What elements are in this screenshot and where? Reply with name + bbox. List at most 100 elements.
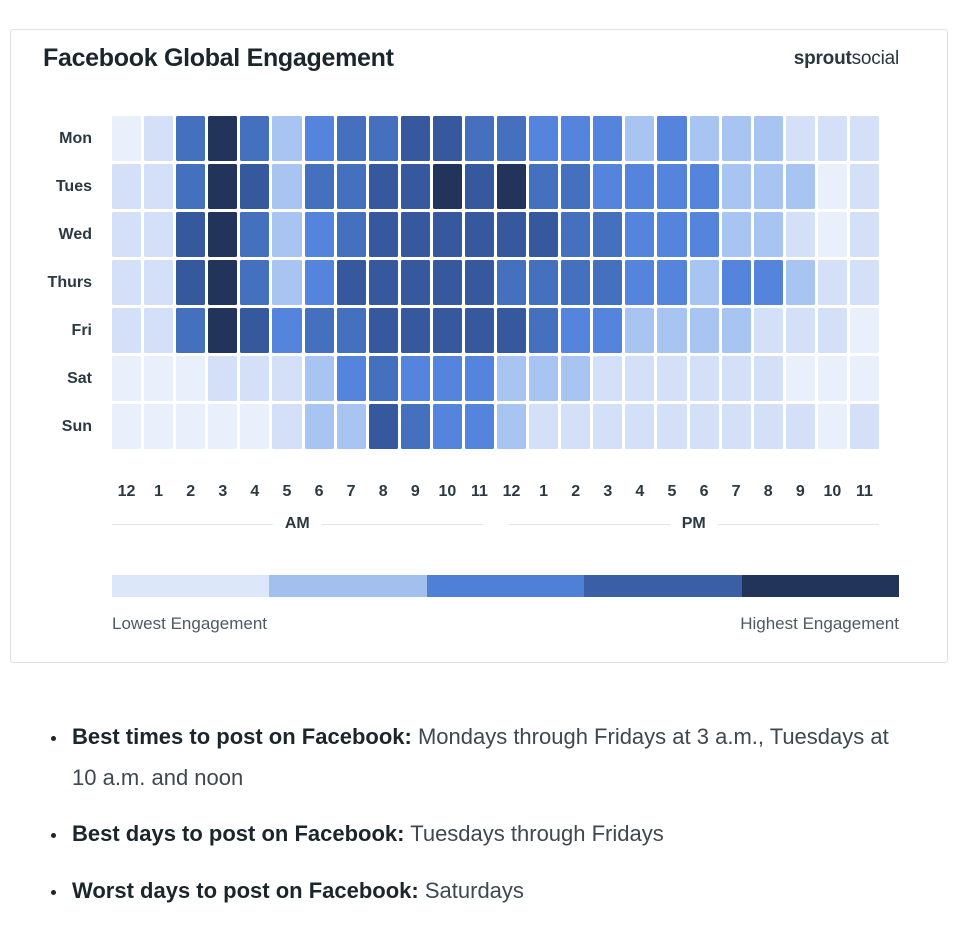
heatmap-cell bbox=[849, 404, 879, 449]
legend-highest-label: Highest Engagement bbox=[740, 614, 899, 633]
heatmap-cell bbox=[721, 308, 751, 353]
ampm-axis: AM PM bbox=[112, 515, 879, 533]
heatmap-cell bbox=[368, 260, 398, 305]
card-header: Facebook Global Engagement sproutsocial bbox=[43, 44, 915, 73]
sproutsocial-logo: sproutsocial bbox=[794, 48, 899, 70]
heatmap-cell bbox=[721, 356, 751, 401]
hour-label: 10 bbox=[438, 483, 457, 500]
bullet-lead: Worst days to post on Facebook: bbox=[72, 878, 419, 904]
heatmap-cell bbox=[272, 116, 302, 161]
heatmap-cell bbox=[753, 212, 783, 257]
heatmap-cell bbox=[432, 260, 462, 305]
heatmap-cell bbox=[625, 164, 655, 209]
bullet-text: Mondays through Fridays at 3 a.m., Tuesd… bbox=[72, 724, 889, 790]
heatmap-cell bbox=[144, 164, 174, 209]
heatmap-cell bbox=[112, 116, 142, 161]
heatmap-cell bbox=[657, 116, 687, 161]
heatmap-cell bbox=[208, 404, 238, 449]
legend-segment bbox=[269, 575, 427, 597]
logo-text-light: social bbox=[851, 48, 900, 69]
heatmap-cell bbox=[753, 356, 783, 401]
heatmap-cell bbox=[464, 260, 494, 305]
heatmap-cell bbox=[529, 212, 559, 257]
heatmap-cell bbox=[785, 356, 815, 401]
heatmap-cell bbox=[272, 356, 302, 401]
heatmap-cell bbox=[561, 260, 591, 305]
heatmap-cell bbox=[753, 116, 783, 161]
day-label-tues: Tues bbox=[55, 177, 92, 195]
heatmap-cell bbox=[497, 308, 527, 353]
heatmap-cell bbox=[753, 308, 783, 353]
hour-axis: 12 1 2 3 4 5 6 7 8 9 10 11 12 1 2 3 4 5 6 7 8 9 10 11 bbox=[43, 483, 879, 501]
heatmap-cell bbox=[561, 404, 591, 449]
hour-label: 11 bbox=[470, 483, 488, 500]
heatmap-cell bbox=[432, 356, 462, 401]
axis-line bbox=[717, 523, 879, 525]
heatmap-cell bbox=[561, 116, 591, 161]
heatmap-cell bbox=[785, 212, 815, 257]
heatmap-cell bbox=[529, 164, 559, 209]
heatmap-cell bbox=[368, 308, 398, 353]
heatmap-cell bbox=[689, 260, 719, 305]
heatmap-cell bbox=[689, 356, 719, 401]
heatmap-cell bbox=[785, 260, 815, 305]
heatmap-cell bbox=[529, 116, 559, 161]
hour-label: 9 bbox=[795, 483, 805, 500]
heatmap-cell bbox=[176, 116, 206, 161]
heatmap-cell bbox=[625, 404, 655, 449]
heatmap-cell bbox=[817, 260, 847, 305]
heatmap-cell bbox=[176, 308, 206, 353]
heatmap-cell bbox=[208, 164, 238, 209]
heatmap-cell bbox=[689, 404, 719, 449]
heatmap-cell bbox=[464, 164, 494, 209]
legend-segment bbox=[426, 575, 585, 597]
heatmap-cell bbox=[400, 356, 430, 401]
legend-segment bbox=[112, 575, 270, 597]
heatmap-cell bbox=[657, 404, 687, 449]
legend-lowest-label: Lowest Engagement bbox=[112, 614, 267, 633]
heatmap-cell bbox=[593, 116, 623, 161]
legend-labels: Lowest Engagement Highest Engagement bbox=[112, 614, 899, 634]
heatmap-cell bbox=[400, 164, 430, 209]
heatmap-cell bbox=[464, 212, 494, 257]
heatmap-cell bbox=[432, 404, 462, 449]
heatmap-cell bbox=[849, 260, 879, 305]
hour-label: 3 bbox=[218, 483, 228, 500]
heatmap-cell bbox=[144, 404, 174, 449]
heatmap-cell bbox=[336, 116, 366, 161]
hour-label: 12 bbox=[502, 483, 521, 500]
heatmap-cell bbox=[849, 212, 879, 257]
day-label-sat: Sat bbox=[67, 369, 92, 387]
bullet-text: Saturdays bbox=[418, 878, 524, 904]
heatmap-cell bbox=[849, 164, 879, 209]
heatmap-cell bbox=[240, 260, 270, 305]
day-label-wed: Wed bbox=[58, 225, 92, 243]
heatmap-cell bbox=[208, 356, 238, 401]
heatmap-cell bbox=[304, 308, 334, 353]
legend-segment bbox=[584, 575, 742, 597]
heatmap-cell bbox=[817, 308, 847, 353]
bullet-text: Tuesdays through Fridays bbox=[404, 821, 664, 847]
hour-label: 8 bbox=[763, 483, 773, 500]
day-label-thurs: Thurs bbox=[47, 273, 92, 291]
heatmap-cell bbox=[721, 260, 751, 305]
heatmap-cell bbox=[176, 356, 206, 401]
heatmap-cell bbox=[464, 356, 494, 401]
heatmap-cell bbox=[176, 404, 206, 449]
heatmap-cell bbox=[240, 116, 270, 161]
heatmap-cell bbox=[240, 212, 270, 257]
heatmap-cell bbox=[625, 260, 655, 305]
list-item-best-days: Best days to post on Facebook: Tuesdays … bbox=[68, 814, 918, 855]
heatmap-cell bbox=[272, 164, 302, 209]
heatmap-cell bbox=[657, 356, 687, 401]
heatmap-cell bbox=[593, 164, 623, 209]
legend-gradient-bar bbox=[112, 575, 900, 597]
insights-list: Best times to post on Facebook: Mondays … bbox=[68, 717, 918, 912]
hour-label: 12 bbox=[117, 483, 136, 500]
hour-label: 2 bbox=[571, 483, 581, 500]
heatmap-cell bbox=[497, 260, 527, 305]
heatmap-cell bbox=[817, 404, 847, 449]
heatmap-cell bbox=[785, 404, 815, 449]
heatmap-cell bbox=[304, 164, 334, 209]
heatmap-cell bbox=[144, 356, 174, 401]
